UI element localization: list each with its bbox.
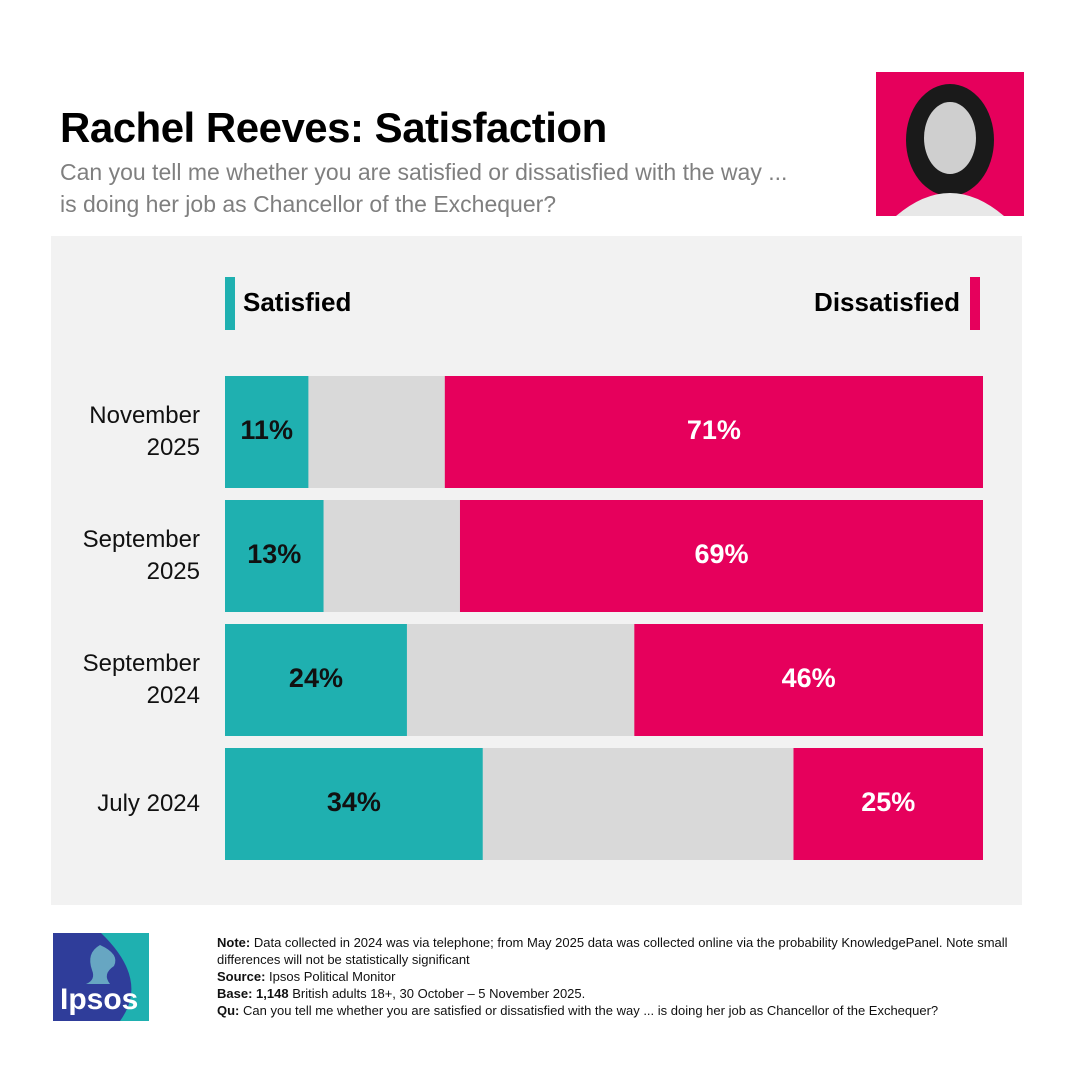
bar [793,748,983,860]
note-label: Source: [217,969,266,984]
bar [459,500,984,612]
logo-text: Ipsos [60,983,139,1016]
logo-mark [53,933,149,1021]
category-text: July 2024 [97,790,200,817]
bar [634,624,983,736]
legend-swatch [225,277,235,330]
note-line: Note: Data collected in 2024 was via tel… [217,934,1017,968]
category-label: November 2025 [40,376,200,488]
note-line: Qu: Can you tell me whether you are sati… [217,1002,1017,1019]
portrait [876,72,1024,216]
note-label: Qu: [217,1003,240,1018]
notes: Note: Data collected in 2024 was via tel… [217,934,1017,1019]
value-label: 69% [694,539,748,569]
value-label: 24% [289,663,343,693]
note-label: Note: [217,935,251,950]
value-label: 25% [861,787,915,817]
category-label: September 2025 [40,500,200,612]
bar [225,748,483,860]
category-label: September 2024 [40,624,200,736]
value-label: 71% [687,415,741,445]
bar [444,376,983,488]
note-text: Ipsos Political Monitor [269,969,396,984]
legend-label: Satisfied [243,287,351,317]
note-label: Base: [217,986,253,1001]
note-line: Source: Ipsos Political Monitor [217,968,1017,985]
note-line: Base: 1,148 British adults 18+, 30 Octob… [217,985,1017,1002]
value-label: 34% [327,787,381,817]
bar [225,624,407,736]
chart-title: Rachel Reeves: Satisfaction [60,104,607,151]
value-label: 11% [240,415,293,445]
chart-subtitle: Can you tell me whether you are satisfie… [60,159,788,217]
value-label: 46% [782,663,836,693]
legend-label: Dissatisfied [814,287,960,317]
category-label: July 2024 [40,748,200,860]
category-text: September 2024 [82,650,200,709]
bar [225,500,324,612]
bar [225,376,309,488]
note-text: Can you tell me whether you are satisfie… [243,1003,939,1018]
note-text: British adults 18+, 30 October – 5 Novem… [292,986,586,1001]
note-text: Data collected in 2024 was via telephone… [217,935,1008,967]
legend-swatch [970,277,980,330]
value-label: 13% [247,539,301,569]
note-number: 1,148 [256,986,289,1001]
category-text: November 2025 [89,402,200,461]
category-text: September 2025 [82,526,200,585]
